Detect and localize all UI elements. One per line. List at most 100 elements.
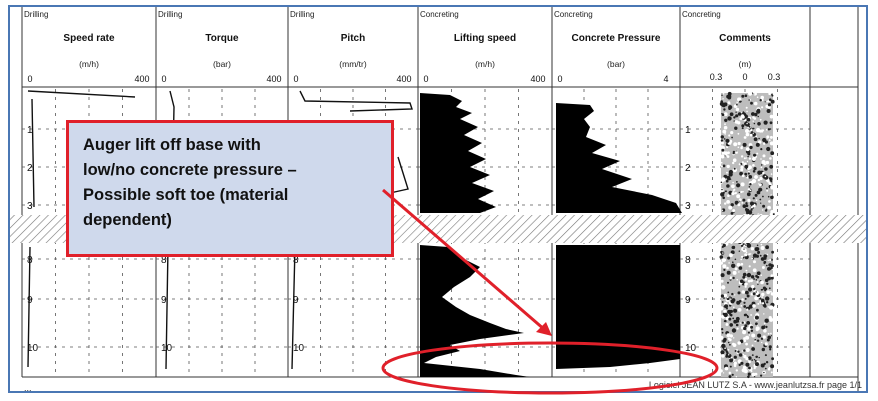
shaft-speckle bbox=[719, 261, 724, 265]
depth-label: 8 bbox=[685, 255, 691, 266]
shaft-speckle bbox=[753, 167, 757, 171]
shaft-speckle bbox=[760, 374, 763, 377]
shaft-speckle bbox=[721, 343, 726, 349]
shaft-speckle bbox=[723, 112, 728, 117]
shaft-speckle bbox=[762, 154, 766, 158]
shaft-speckle bbox=[733, 116, 736, 119]
shaft-speckle bbox=[745, 290, 749, 295]
shaft-speckle bbox=[751, 279, 754, 282]
shaft-speckle bbox=[760, 164, 763, 166]
shaft-speckle bbox=[759, 118, 762, 121]
shaft-speckle bbox=[733, 361, 737, 366]
shaft-speckle bbox=[749, 189, 752, 192]
shaft-speckle bbox=[727, 94, 732, 99]
shaft-speckle bbox=[770, 180, 773, 183]
shaft-speckle bbox=[720, 294, 725, 298]
shaft-speckle bbox=[720, 192, 725, 197]
shaft-speckle bbox=[752, 197, 755, 200]
shaft-speckle bbox=[746, 321, 751, 325]
shaft-speckle bbox=[757, 302, 760, 305]
shaft-speckle bbox=[733, 188, 736, 191]
shaft-speckle bbox=[757, 122, 761, 126]
shaft-speckle bbox=[741, 298, 744, 301]
shaft-speckle bbox=[726, 154, 728, 157]
shaft-speckle bbox=[738, 363, 741, 367]
shaft-speckle bbox=[744, 285, 747, 288]
shaft-speckle bbox=[743, 354, 747, 359]
shaft-speckle bbox=[721, 148, 725, 152]
shaft-speckle bbox=[738, 163, 741, 166]
shaft-speckle bbox=[764, 140, 769, 144]
shaft-speckle bbox=[758, 183, 762, 187]
shaft-speckle bbox=[750, 208, 753, 211]
shaft-speckle bbox=[720, 316, 723, 318]
shaft-speckle bbox=[752, 170, 756, 173]
shaft-speckle bbox=[740, 190, 743, 194]
shaft-speckle bbox=[723, 108, 726, 111]
shaft-speckle bbox=[767, 205, 771, 210]
shaft-speckle bbox=[756, 96, 759, 98]
shaft-speckle bbox=[763, 325, 766, 327]
shaft-speckle bbox=[749, 183, 752, 186]
shaft-speckle bbox=[722, 264, 727, 269]
shaft-speckle bbox=[767, 105, 771, 109]
shaft-speckle bbox=[766, 290, 771, 295]
shaft-speckle bbox=[725, 323, 729, 326]
shaft-speckle bbox=[724, 123, 726, 125]
shaft-speckle bbox=[758, 129, 763, 133]
callout-line-4: dependent) bbox=[83, 211, 172, 229]
shaft-speckle bbox=[753, 127, 755, 130]
shaft-speckle bbox=[721, 113, 725, 116]
shaft-speckle bbox=[734, 126, 738, 130]
shaft-speckle bbox=[762, 204, 766, 208]
shaft-speckle bbox=[726, 200, 730, 204]
shaft-speckle bbox=[730, 203, 734, 207]
shaft-speckle bbox=[742, 353, 745, 356]
shaft-speckle bbox=[736, 101, 738, 103]
track-unit: (m/h) bbox=[79, 59, 99, 69]
track-tick-min: 0 bbox=[161, 74, 166, 84]
shaft-speckle bbox=[750, 101, 753, 105]
shaft-speckle bbox=[722, 93, 725, 95]
shaft-speckle bbox=[730, 250, 735, 255]
shaft-speckle bbox=[720, 250, 723, 254]
shaft-speckle bbox=[737, 146, 740, 149]
shaft-speckle bbox=[735, 107, 740, 112]
shaft-speckle bbox=[744, 172, 748, 176]
shaft-speckle bbox=[746, 160, 749, 163]
shaft-speckle bbox=[765, 160, 770, 165]
shaft-speckle bbox=[744, 164, 749, 169]
shaft-speckle bbox=[741, 368, 746, 373]
shaft-speckle bbox=[750, 325, 754, 329]
shaft-speckle bbox=[756, 244, 759, 247]
shaft-speckle bbox=[741, 115, 745, 119]
shaft-speckle bbox=[766, 100, 769, 103]
shaft-speckle bbox=[743, 349, 746, 352]
shaft-speckle bbox=[737, 97, 742, 102]
shaft-speckle bbox=[753, 376, 756, 378]
shaft-speckle bbox=[770, 276, 774, 280]
depth-label: 2 bbox=[27, 163, 33, 174]
shaft-speckle bbox=[732, 152, 735, 155]
shaft-speckle bbox=[721, 94, 723, 97]
shaft-speckle bbox=[753, 122, 756, 125]
shaft-speckle bbox=[733, 142, 738, 147]
shaft-speckle bbox=[723, 372, 725, 374]
shaft-speckle bbox=[729, 323, 733, 327]
shaft-speckle bbox=[770, 290, 772, 293]
shaft-speckle bbox=[722, 129, 727, 134]
shaft-speckle bbox=[719, 369, 723, 373]
shaft-speckle bbox=[753, 278, 755, 280]
shaft-speckle bbox=[720, 273, 725, 278]
shaft-speckle bbox=[726, 266, 729, 270]
shaft-speckle bbox=[771, 357, 774, 361]
shaft-speckle bbox=[724, 304, 729, 309]
depth-label: 9 bbox=[161, 295, 167, 306]
shaft-speckle bbox=[730, 309, 733, 313]
shaft-speckle bbox=[761, 292, 765, 297]
shaft-speckle bbox=[734, 258, 737, 261]
shaft-speckle bbox=[770, 210, 775, 214]
shaft-speckle bbox=[729, 358, 734, 363]
shaft-speckle bbox=[729, 296, 731, 298]
shaft-speckle bbox=[726, 296, 729, 299]
